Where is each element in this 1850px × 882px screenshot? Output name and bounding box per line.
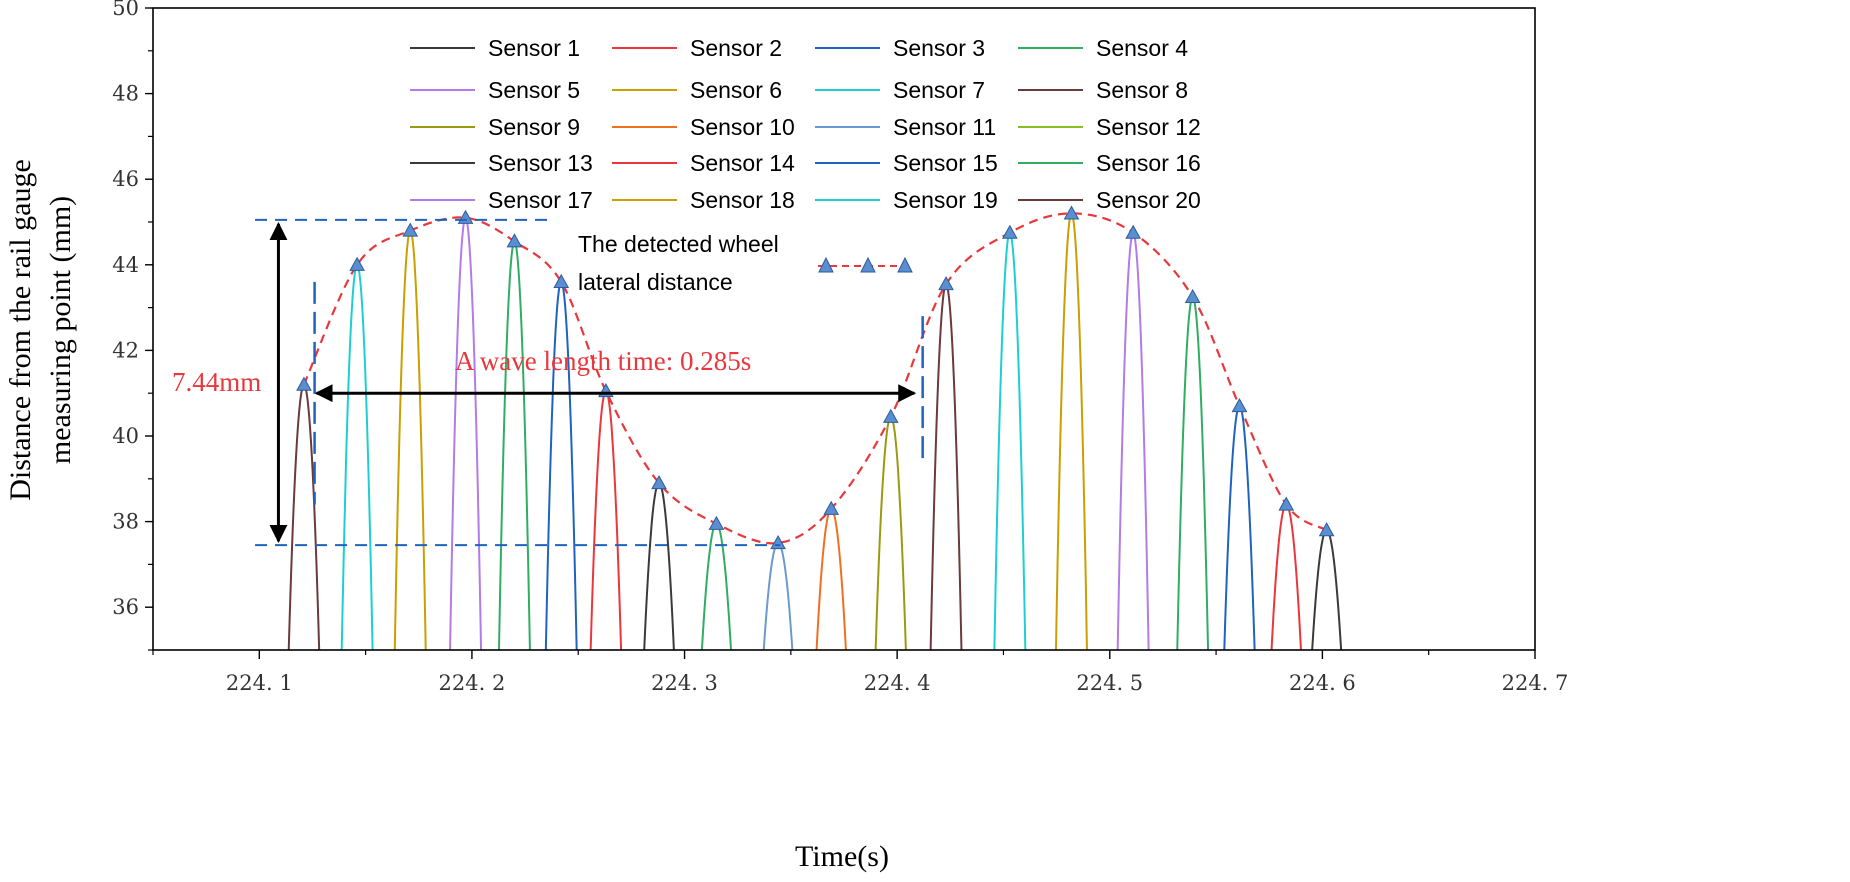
y-tick-label-50: 50 [112,0,139,20]
detected-point-17 [1184,288,1201,303]
y-tick-label-38: 38 [112,510,139,534]
detected-point-20 [1318,522,1335,537]
detected-point-16 [1125,224,1142,239]
x-tick-label-2: 224. 3 [651,671,718,695]
legend-label-6: Sensor 6 [690,77,782,103]
detected-point-18 [1231,398,1248,413]
x-tick-label-3: 224. 4 [864,671,931,695]
detected-point-13 [938,276,954,291]
x-tick-label-5: 224. 6 [1289,671,1356,695]
legend-label-13: Sensor 13 [488,150,593,176]
legend-detected-marker-2 [860,256,876,273]
y-tick-label-48: 48 [112,82,139,106]
x-tick-label-6: 224. 7 [1502,671,1569,695]
legend-label-14: Sensor 14 [690,150,795,176]
legend-label-19: Sensor 19 [893,187,998,213]
detected-point-6 [553,273,570,289]
detected-point-5 [506,233,523,248]
wavelength-label: A wave length time: 0.285s [455,346,751,376]
detected-point-19 [1278,496,1295,511]
legend-label-15: Sensor 15 [893,150,998,176]
legend-label-7: Sensor 7 [893,77,985,103]
y-tick-label-40: 40 [112,424,139,448]
detected-point-8 [651,475,667,490]
axes: 36 38 40 42 44 46 48 50 224. 1 224. 2 224. 3 224. 4… [112,0,1568,695]
legend-label-2: Sensor 2 [690,35,782,61]
detected-point-14 [1001,224,1018,239]
y-axis-title-line-1: Distance from the rail gauge [4,159,37,501]
legend-label-18: Sensor 18 [690,187,795,213]
y-tick-label-42: 42 [112,338,139,362]
detected-point-10 [770,534,786,550]
x-tick-label-1: 224. 2 [439,671,506,695]
legend: Sensor 1 Sensor 2 Sensor 3 Sensor 4 Sensor 5… [410,35,1201,295]
legend-detected-line-1: The detected wheel [578,231,779,257]
legend-label-12: Sensor 12 [1096,114,1201,140]
y-tick-label-46: 46 [112,167,139,191]
detected-point-15 [1063,205,1080,220]
x-tick-label-0: 224. 1 [226,671,293,695]
legend-label-1: Sensor 1 [488,35,580,61]
legend-label-10: Sensor 10 [690,114,795,140]
legend-label-5: Sensor 5 [488,77,580,103]
detected-point-11 [823,500,840,515]
detected-point-12 [882,408,899,423]
legend-label-3: Sensor 3 [893,35,985,61]
detected-point-9 [708,515,725,530]
amplitude-label: 7.44mm [172,367,261,397]
legend-label-9: Sensor 9 [488,114,580,140]
annotations: 7.44mm A wave length time: 0.285s [172,218,924,547]
legend-label-16: Sensor 16 [1096,150,1201,176]
y-tick-label-44: 44 [112,253,139,277]
legend-label-17: Sensor 17 [488,187,593,213]
x-axis-title: Time(s) [795,840,889,873]
legend-label-8: Sensor 8 [1096,77,1188,103]
legend-detected-marker-3 [897,256,913,273]
detected-point-1 [296,376,312,391]
y-tick-label-36: 36 [112,595,139,619]
legend-detected-marker-1 [818,256,834,273]
legend-label-4: Sensor 4 [1096,35,1188,61]
detected-point-2 [349,256,365,271]
legend-label-11: Sensor 11 [893,114,996,140]
plot-frame [152,7,1536,651]
legend-label-20: Sensor 20 [1096,187,1201,213]
x-tick-label-4: 224. 5 [1076,671,1143,695]
detected-point-3 [402,222,419,237]
legend-detected-line-2: lateral distance [578,269,733,295]
y-axis-title-line-2: measuring point (mm) [44,196,77,464]
